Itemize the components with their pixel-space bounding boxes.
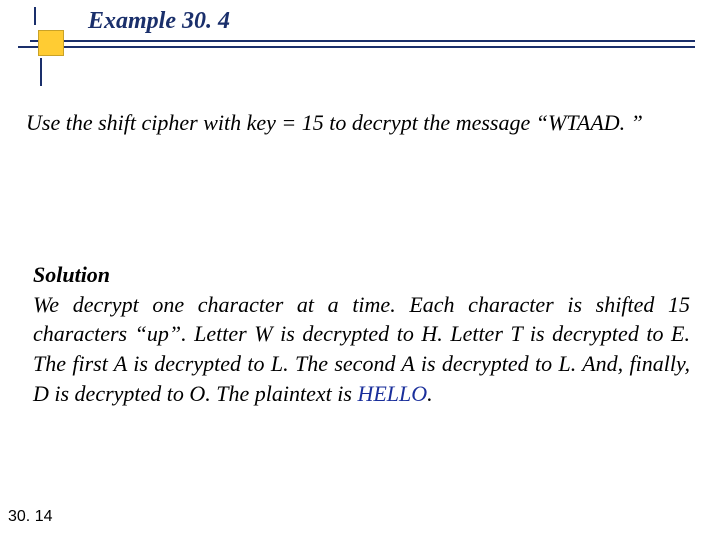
vertical-tick-top	[34, 7, 36, 25]
solution-block: Solution We decrypt one character at a t…	[33, 260, 690, 408]
solution-heading: Solution	[33, 262, 110, 287]
slide-header: Example 30. 4	[0, 0, 720, 58]
solution-trailing: .	[427, 381, 433, 406]
bullet-square-icon	[38, 30, 64, 56]
header-rule-top	[30, 40, 695, 42]
page-number: 30. 14	[8, 508, 52, 526]
solution-answer: HELLO	[357, 381, 427, 406]
example-title: Example 30. 4	[88, 8, 230, 35]
header-rule-bottom	[18, 46, 695, 48]
vertical-tick-bottom	[40, 58, 42, 86]
problem-statement: Use the shift cipher with key = 15 to de…	[26, 108, 694, 138]
